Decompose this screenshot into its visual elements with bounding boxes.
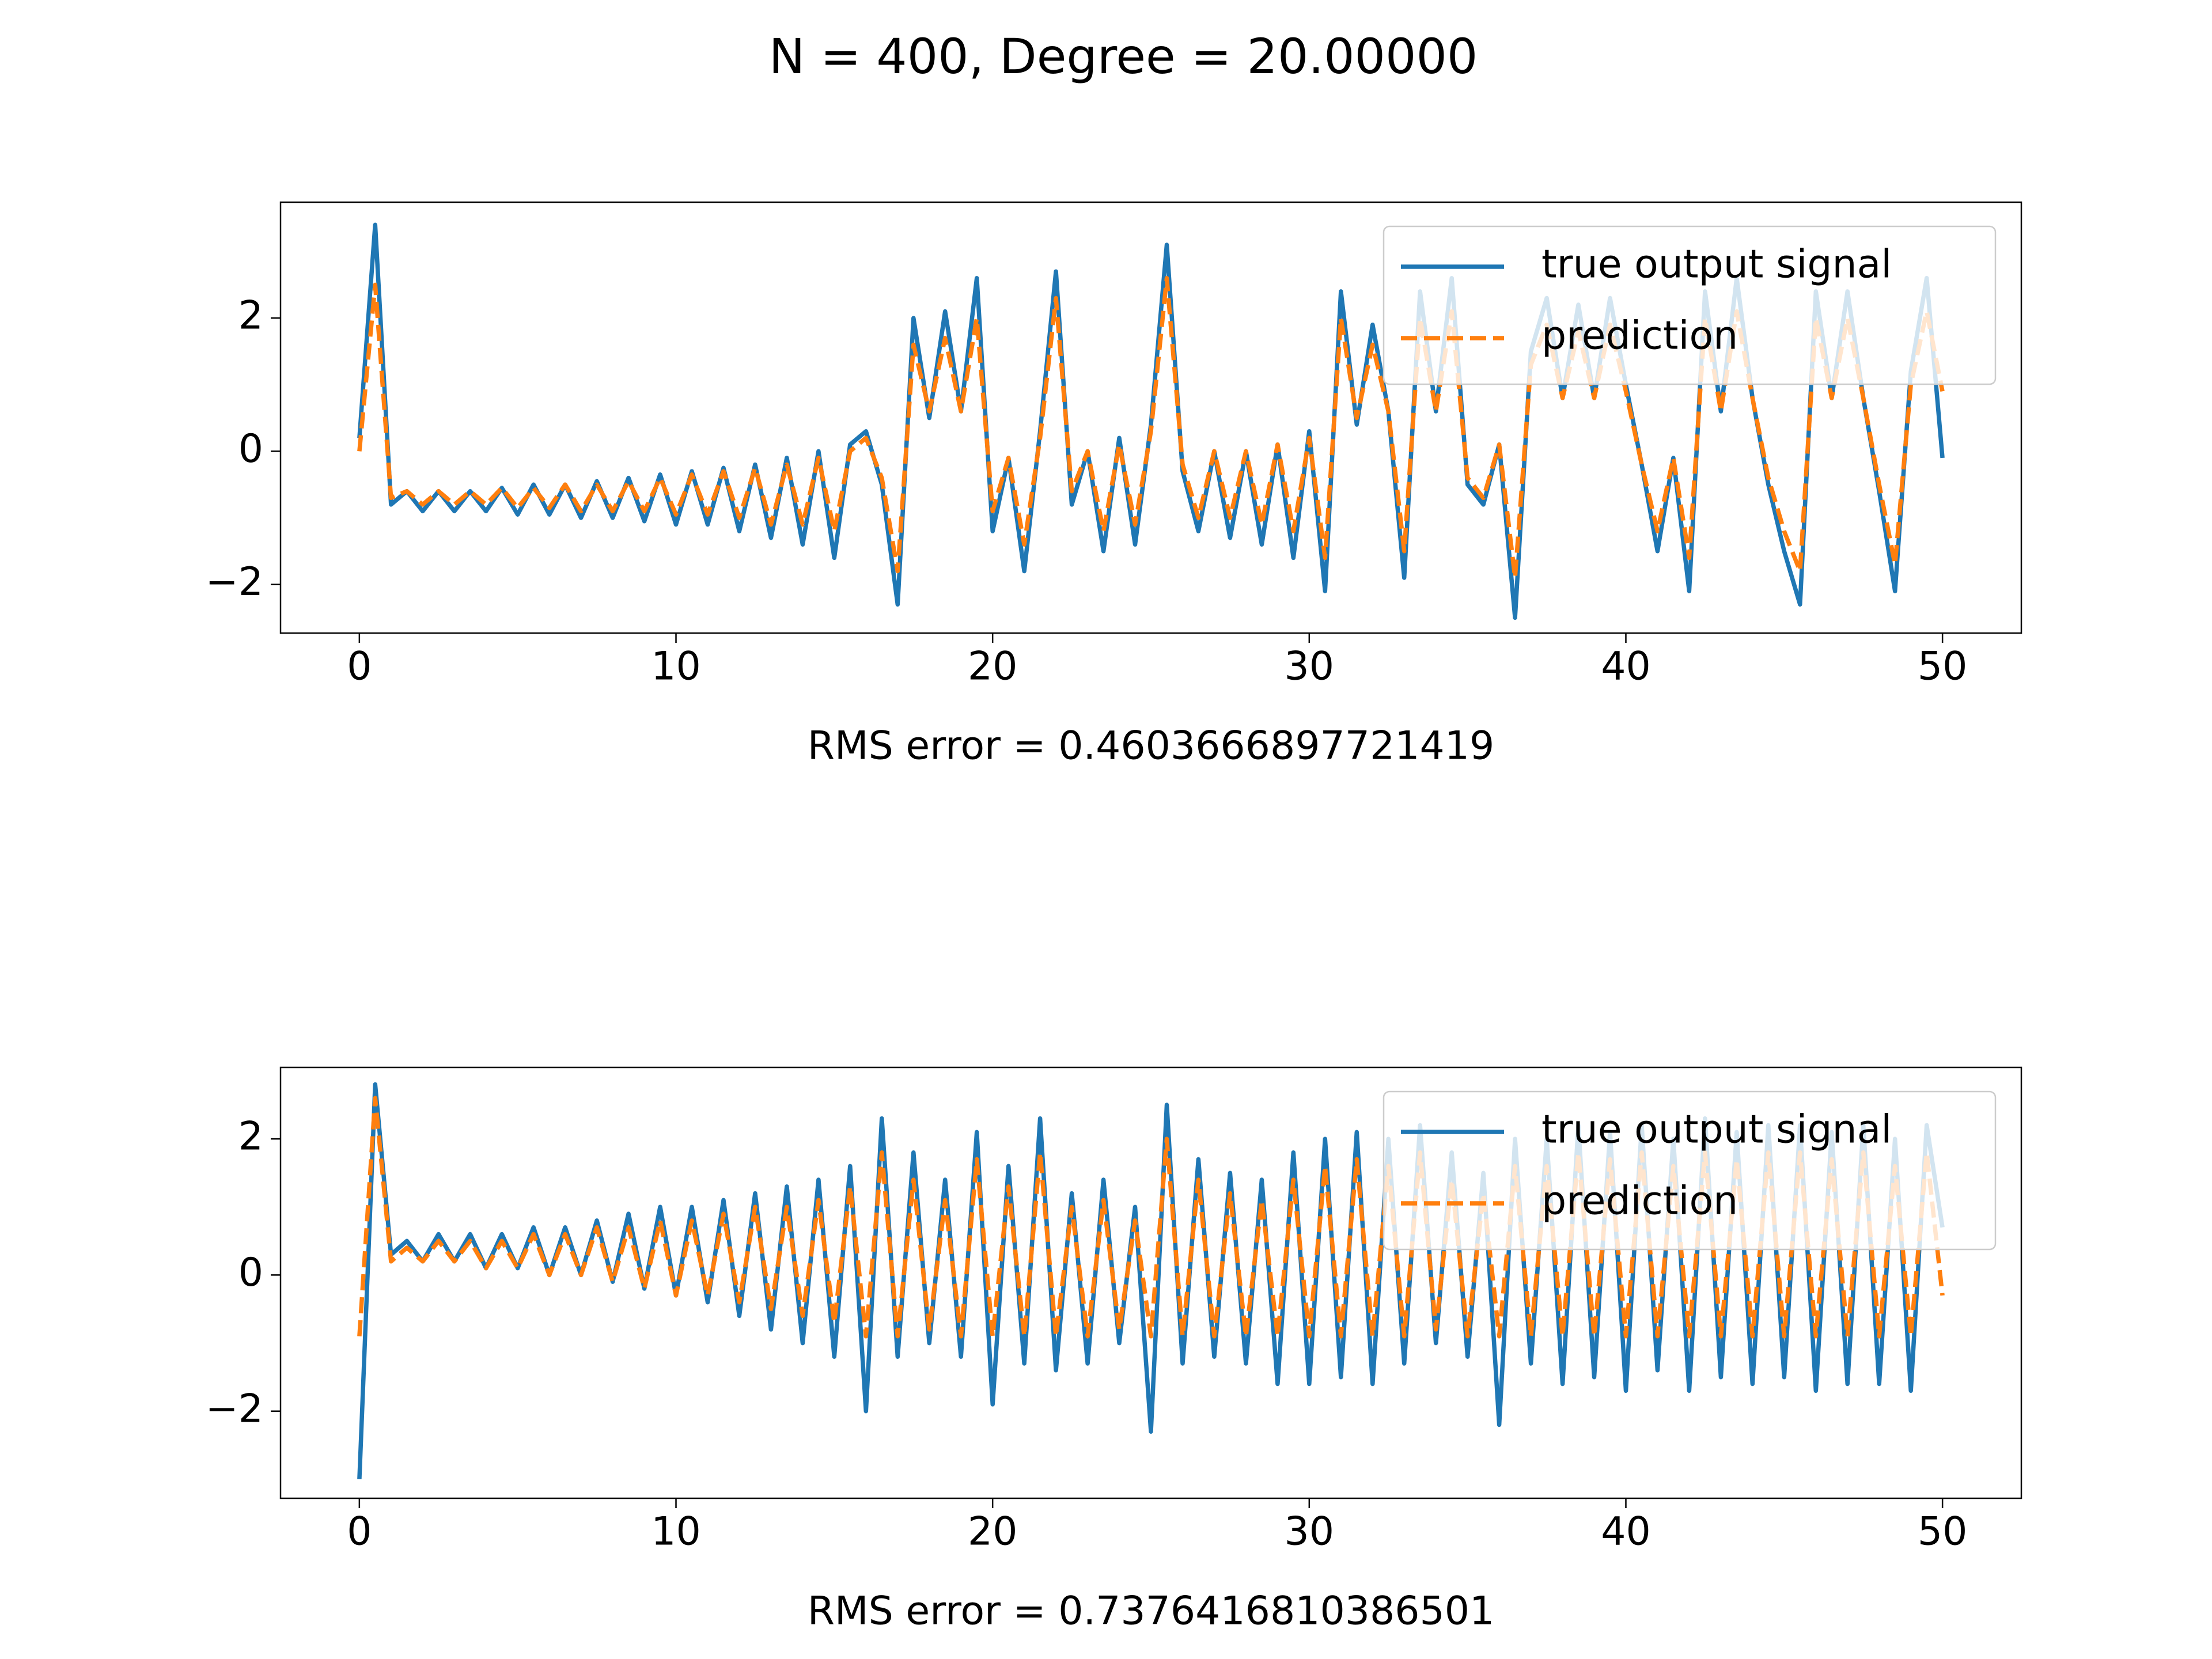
- legend-box: [1382, 225, 1997, 385]
- axes-frame: [279, 201, 2022, 634]
- axes: 0 10 20 30 40 50 −2 0 2 RMS error = 0.73764168103…: [206, 1066, 2022, 1634]
- x-tick-label: 0: [347, 1509, 372, 1555]
- x-axis-label: RMS error = 0.4603666897721419: [808, 724, 1495, 769]
- series-line: [357, 276, 1945, 580]
- axes-frame: [279, 1066, 2022, 1499]
- x-tick-label: 20: [968, 1509, 1018, 1555]
- y-tick-label: 2: [238, 1114, 263, 1160]
- legend-label: prediction: [1541, 1179, 1738, 1224]
- x-tick-label: 20: [968, 644, 1018, 690]
- legend: true output signal prediction: [1382, 225, 1997, 385]
- axes: 0 10 20 30 40 50 −2 0 2 RMS error = 0.46036668977…: [206, 201, 2022, 769]
- x-tick-label: 50: [1918, 644, 1968, 690]
- x-axis-label: RMS error = 0.7376416810386501: [808, 1589, 1495, 1634]
- x-tick-label: 30: [1285, 644, 1335, 690]
- x-tick-label: 40: [1601, 644, 1651, 690]
- legend-box: [1382, 1090, 1997, 1251]
- x-tick-label: 0: [347, 644, 372, 690]
- legend-label: prediction: [1541, 313, 1738, 359]
- y-tick-label: 0: [238, 1250, 263, 1296]
- y-tick-label: 2: [238, 293, 263, 339]
- figure-title: N = 400, Degree = 20.00000: [769, 28, 1478, 85]
- legend: true output signal prediction: [1382, 1090, 1997, 1251]
- x-tick-label: 40: [1601, 1509, 1651, 1555]
- x-tick-label: 10: [651, 644, 701, 690]
- x-tick-label: 30: [1285, 1509, 1335, 1555]
- y-tick-label: −2: [206, 559, 263, 605]
- x-tick-label: 10: [651, 1509, 701, 1555]
- x-tick-label: 50: [1918, 1509, 1968, 1555]
- legend-label: true output signal: [1541, 1107, 1892, 1153]
- legend-label: true output signal: [1541, 242, 1892, 287]
- y-tick-label: 0: [238, 426, 263, 472]
- y-tick-label: −2: [206, 1386, 263, 1431]
